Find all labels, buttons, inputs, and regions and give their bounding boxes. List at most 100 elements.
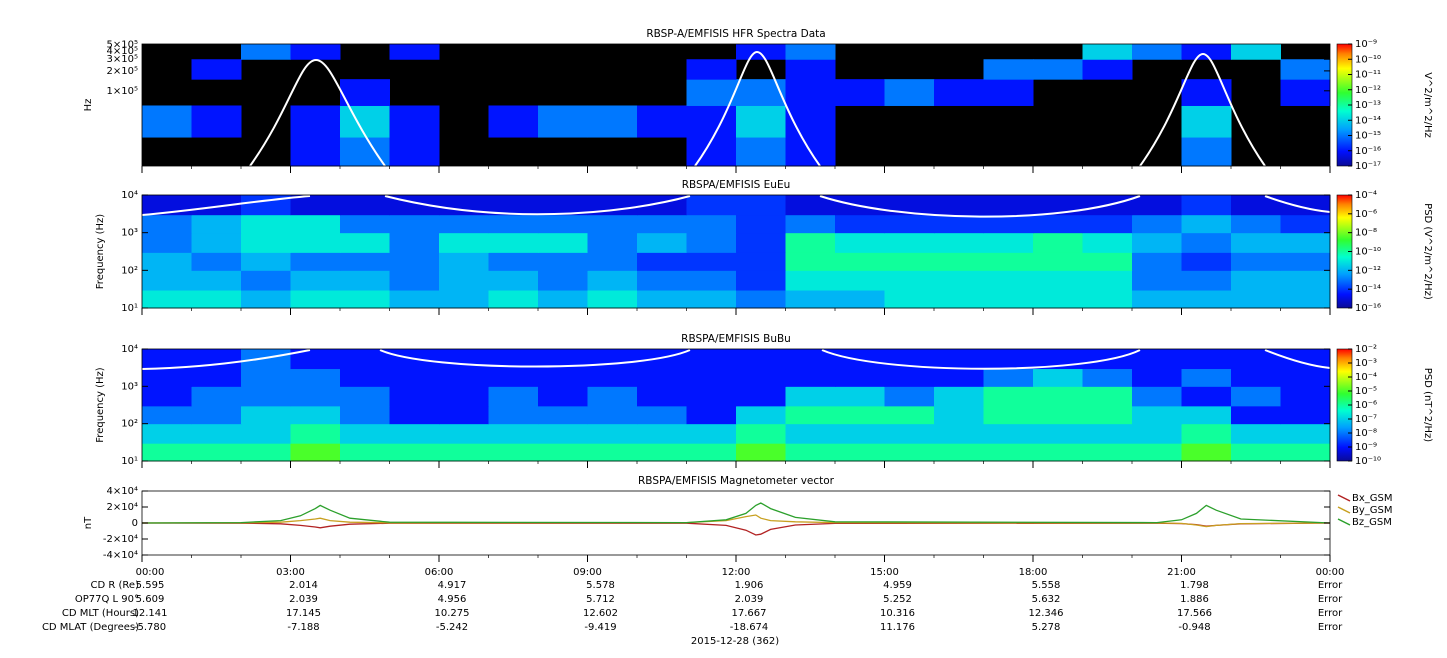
- spectrogram-cell: [340, 214, 390, 234]
- spectrogram-cell: [835, 349, 885, 370]
- spectrogram-cell: [785, 59, 836, 80]
- spectrogram-cell: [1181, 443, 1232, 462]
- spectrogram-cell: [686, 349, 737, 370]
- spectrogram-cell: [290, 368, 341, 387]
- series-line: [141, 502, 1331, 524]
- colorbar-label: PSD (nT^2/Hz): [1422, 368, 1433, 442]
- fce-curve: [141, 195, 311, 216]
- spectrogram-cell: [983, 386, 1034, 407]
- fce-curve: [694, 50, 821, 167]
- spectrogram-cell: [439, 368, 489, 387]
- spectrogram-cell: [934, 232, 984, 253]
- spectrogram-cell: [934, 443, 984, 462]
- spectrogram-cell: [983, 368, 1034, 387]
- panel-title: RBSPA/EMFISIS EuEu: [682, 179, 791, 191]
- spectrogram-cell: [241, 290, 291, 309]
- ephemeris-value: 17.566: [1177, 608, 1212, 619]
- spectrogram-cell: [241, 232, 291, 253]
- spectrogram-cell: [1280, 232, 1331, 253]
- spectrogram-cell: [1132, 195, 1182, 216]
- spectrogram-cell: [538, 423, 588, 444]
- spectrogram-cell: [637, 423, 687, 444]
- y-tick-label: 4×10⁵: [107, 46, 138, 57]
- y-axis-label: nT: [83, 516, 94, 529]
- fce-curve: [1139, 52, 1266, 167]
- spectrogram-cell: [1033, 270, 1083, 291]
- spectrogram-cell: [439, 252, 489, 271]
- spectrogram-cell: [142, 386, 192, 407]
- spectrogram-cell: [1280, 423, 1331, 444]
- spectrogram-cell: [191, 290, 242, 309]
- spectrogram-cell: [1280, 214, 1331, 234]
- colorbar-tick-label: 10⁻¹⁵: [1355, 131, 1381, 142]
- ephemeris-value: 12.602: [583, 608, 618, 619]
- spectrogram-cell: [686, 423, 737, 444]
- spectrogram-cell: [191, 59, 242, 80]
- spectrogram-cell: [1231, 443, 1281, 462]
- spectrogram-cell: [389, 105, 440, 138]
- spectrogram-cell: [241, 423, 291, 444]
- colorbar-tick-label: 10⁻¹⁴: [1355, 115, 1381, 126]
- y-tick-label: 4×10⁴: [107, 486, 138, 497]
- spectrogram-cell: [241, 368, 291, 387]
- spectrogram-cell: [736, 349, 786, 370]
- spectrogram-cell: [142, 105, 192, 138]
- spectrogram-cell: [1033, 214, 1083, 234]
- legend-label: Bz_GSM: [1352, 517, 1392, 528]
- spectrogram-cell: [835, 443, 885, 462]
- ephemeris-value: 1.798: [1180, 580, 1209, 591]
- spectrogram-cell: [1231, 44, 1281, 60]
- spectrogram-cell: [1280, 59, 1331, 80]
- spectrogram-cell: [340, 290, 390, 309]
- spectrogram-cell: [290, 252, 341, 271]
- x-tick-label: 21:00: [1167, 567, 1196, 578]
- spectrogram-cell: [1082, 232, 1133, 253]
- spectrogram-cell: [835, 214, 885, 234]
- y-tick-label: 10¹: [121, 456, 138, 467]
- y-tick-label: -2×10⁴: [103, 534, 138, 545]
- ephemeris-value: 5.252: [883, 594, 912, 605]
- spectrogram-cell: [686, 290, 737, 309]
- spectrogram-cell: [340, 386, 390, 407]
- spectrogram-cell: [142, 270, 192, 291]
- spectrogram-cell: [835, 386, 885, 407]
- spectrogram-cell: [1033, 232, 1083, 253]
- spectrogram-cell: [1082, 423, 1133, 444]
- spectrogram-cell: [587, 252, 638, 271]
- spectrogram-cell: [1231, 386, 1281, 407]
- spectrogram-cell: [736, 44, 786, 60]
- spectrogram-cell: [241, 443, 291, 462]
- spectrogram-cell: [785, 443, 836, 462]
- spectrogram-cell: [785, 386, 836, 407]
- spectrogram-cell: [290, 386, 341, 407]
- spectrogram-cell: [686, 105, 737, 138]
- spectrogram-cell: [290, 270, 341, 291]
- spectrogram-cell: [835, 368, 885, 387]
- spectrogram-cell: [884, 79, 935, 106]
- spectrogram-cell: [1082, 368, 1133, 387]
- spectrogram-cell: [1132, 443, 1182, 462]
- ephemeris-value: -9.419: [584, 622, 616, 633]
- spectrogram-cell: [934, 386, 984, 407]
- spectrogram-cell: [389, 232, 440, 253]
- spectrogram-cell: [1082, 252, 1133, 271]
- fce-curve: [819, 195, 1141, 218]
- spectrogram-cell: [1280, 443, 1331, 462]
- ephemeris-value: -0.948: [1178, 622, 1210, 633]
- spectrogram-cell: [587, 214, 638, 234]
- spectrogram-cell: [439, 214, 489, 234]
- colorbar-tick-label: 10⁻¹³: [1355, 100, 1381, 111]
- ephemeris-value: 1.886: [1180, 594, 1209, 605]
- spectrogram-cell: [983, 270, 1034, 291]
- spectrogram-cell: [439, 386, 489, 407]
- y-tick-label: 10³: [121, 381, 138, 392]
- y-axis-label: Hz: [83, 99, 94, 112]
- spectrogram-cell: [1181, 290, 1232, 309]
- spectrogram-cell: [934, 252, 984, 271]
- date-label: 2015-12-28 (362): [691, 636, 779, 647]
- y-tick-label: 10⁴: [121, 344, 138, 355]
- ephemeris-value: Error: [1318, 594, 1343, 605]
- spectrogram-cell: [1181, 349, 1232, 370]
- spectrogram-cell: [686, 405, 737, 425]
- spectrogram-cell: [736, 423, 786, 444]
